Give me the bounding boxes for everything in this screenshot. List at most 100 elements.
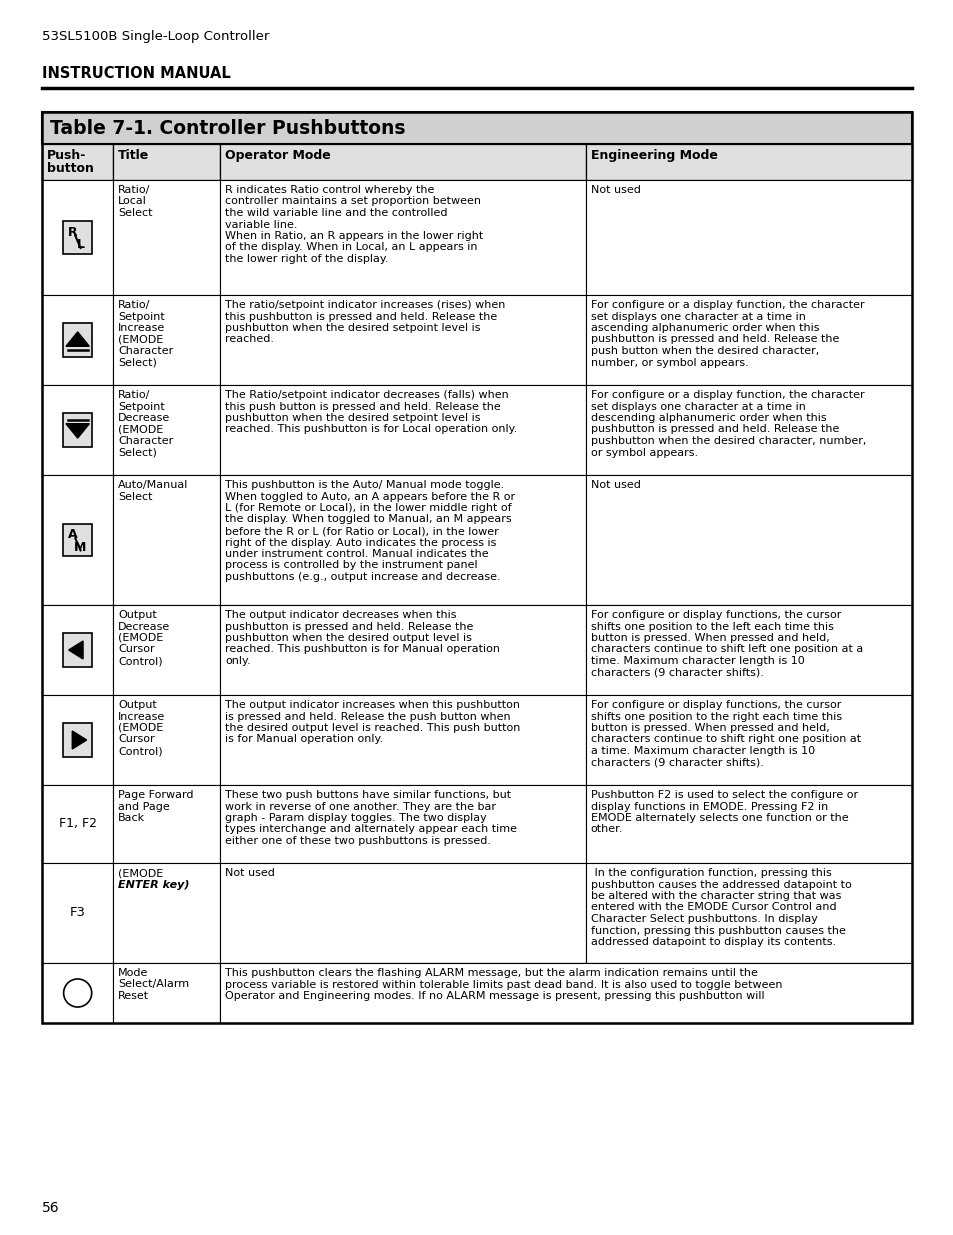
Text: When toggled to Auto, an A appears before the R or: When toggled to Auto, an A appears befor… [225, 492, 515, 501]
Text: L: L [76, 238, 85, 251]
Bar [42, 475, 113, 605]
Text: Character Select pushbuttons. In display: Character Select pushbuttons. In display [590, 914, 817, 924]
Text: pushbutton is pressed and held. Release the: pushbutton is pressed and held. Release … [225, 621, 474, 631]
Text: pushbutton when the desired output level is: pushbutton when the desired output level… [225, 634, 472, 643]
Text: Table 7-1. Controller Pushbuttons: Table 7-1. Controller Pushbuttons [50, 119, 405, 137]
Text: pushbutton causes the addressed datapoint to: pushbutton causes the addressed datapoin… [590, 879, 851, 889]
Bar [220, 385, 585, 475]
Text: The ratio/setpoint indicator increases (rises) when: The ratio/setpoint indicator increases (… [225, 300, 505, 310]
Bar [113, 785, 220, 863]
Text: Auto/Manual: Auto/Manual [118, 480, 189, 490]
Text: M: M [74, 541, 87, 553]
Text: right of the display. Auto indicates the process is: right of the display. Auto indicates the… [225, 537, 497, 547]
Text: shifts one position to the left each time this: shifts one position to the left each tim… [590, 621, 833, 631]
Bar [42, 295, 113, 385]
Text: descending alphanumeric order when this: descending alphanumeric order when this [590, 412, 825, 424]
Text: Setpoint: Setpoint [118, 311, 165, 321]
Bar [113, 180, 220, 295]
Text: Local: Local [118, 196, 147, 206]
Text: the wild variable line and the controlled: the wild variable line and the controlle… [225, 207, 447, 219]
Text: process is controlled by the instrument panel: process is controlled by the instrument … [225, 561, 477, 571]
Text: Select): Select) [118, 447, 157, 457]
Polygon shape [66, 424, 90, 438]
Text: number, or symbol appears.: number, or symbol appears. [590, 357, 748, 368]
Text: shifts one position to the right each time this: shifts one position to the right each ti… [590, 711, 841, 721]
Text: Mode: Mode [118, 968, 149, 978]
Text: Back: Back [118, 813, 145, 823]
Bar [113, 385, 220, 475]
Text: and Page: and Page [118, 802, 170, 811]
Text: characters (9 character shifts).: characters (9 character shifts). [590, 667, 762, 678]
Text: For configure or a display function, the character: For configure or a display function, the… [590, 390, 863, 400]
Bar [585, 475, 911, 605]
Text: Pushbutton F2 is used to select the configure or: Pushbutton F2 is used to select the conf… [590, 790, 857, 800]
Bar [42, 385, 113, 475]
Text: For configure or a display function, the character: For configure or a display function, the… [590, 300, 863, 310]
Text: Control): Control) [118, 746, 163, 756]
Text: Cursor: Cursor [118, 645, 154, 655]
Bar [42, 112, 911, 1023]
Text: is pressed and held. Release the push button when: is pressed and held. Release the push bu… [225, 711, 511, 721]
Bar [63, 632, 92, 667]
Bar [42, 785, 113, 863]
Text: (EMODE: (EMODE [118, 868, 163, 878]
Text: In the configuration function, pressing this: In the configuration function, pressing … [590, 868, 831, 878]
Text: (EMODE: (EMODE [118, 634, 163, 643]
Text: the lower right of the display.: the lower right of the display. [225, 254, 389, 264]
Text: The output indicator decreases when this: The output indicator decreases when this [225, 610, 456, 620]
Text: For configure or display functions, the cursor: For configure or display functions, the … [590, 700, 841, 710]
Text: Select/Alarm: Select/Alarm [118, 979, 190, 989]
Text: Page Forward: Page Forward [118, 790, 193, 800]
Bar [585, 385, 911, 475]
Text: Select): Select) [118, 357, 157, 368]
Text: Ratio/: Ratio/ [118, 185, 151, 195]
Bar [220, 863, 585, 963]
Polygon shape [72, 731, 87, 748]
Text: 56: 56 [42, 1200, 59, 1215]
Text: Engineering Mode: Engineering Mode [590, 149, 717, 162]
Text: set displays one character at a time in: set displays one character at a time in [590, 401, 804, 411]
Bar [113, 863, 220, 963]
Text: variable line.: variable line. [225, 220, 297, 230]
Text: or symbol appears.: or symbol appears. [590, 447, 698, 457]
Text: Reset: Reset [118, 990, 150, 1002]
Text: characters (9 character shifts).: characters (9 character shifts). [590, 757, 762, 767]
Text: reached. This pushbutton is for Local operation only.: reached. This pushbutton is for Local op… [225, 425, 517, 435]
Text: button is pressed. When pressed and held,: button is pressed. When pressed and held… [590, 722, 828, 734]
Text: This pushbutton clears the flashing ALARM message, but the alarm indication rema: This pushbutton clears the flashing ALAR… [225, 968, 758, 978]
Polygon shape [69, 641, 83, 659]
Text: Operator Mode: Operator Mode [225, 149, 331, 162]
Bar [113, 695, 220, 785]
Text: be altered with the character string that was: be altered with the character string tha… [590, 890, 841, 902]
Bar [585, 144, 911, 180]
Bar [585, 605, 911, 695]
Text: Push-: Push- [47, 149, 87, 162]
Bar [220, 695, 585, 785]
Circle shape [64, 979, 91, 1007]
Text: reached. This pushbutton is for Manual operation: reached. This pushbutton is for Manual o… [225, 645, 499, 655]
Text: Increase: Increase [118, 324, 166, 333]
Text: types interchange and alternately appear each time: types interchange and alternately appear… [225, 825, 517, 835]
Bar [220, 785, 585, 863]
Text: pushbutton is pressed and held. Release the: pushbutton is pressed and held. Release … [590, 425, 839, 435]
Text: EMODE alternately selects one function or the: EMODE alternately selects one function o… [590, 813, 847, 823]
Text: pushbuttons (e.g., output increase and decrease.: pushbuttons (e.g., output increase and d… [225, 572, 500, 582]
Text: These two push buttons have similar functions, but: These two push buttons have similar func… [225, 790, 511, 800]
Text: process variable is restored within tolerable limits past dead band. It is also : process variable is restored within tole… [225, 979, 782, 989]
Bar [585, 863, 911, 963]
Text: the display. When toggled to Manual, an M appears: the display. When toggled to Manual, an … [225, 515, 512, 525]
Text: Ratio/: Ratio/ [118, 300, 151, 310]
Text: F3: F3 [70, 906, 86, 920]
Bar [585, 180, 911, 295]
Text: controller maintains a set proportion between: controller maintains a set proportion be… [225, 196, 481, 206]
Text: reached.: reached. [225, 335, 274, 345]
Bar [585, 963, 911, 1023]
Text: Character: Character [118, 436, 173, 446]
Text: entered with the EMODE Cursor Control and: entered with the EMODE Cursor Control an… [590, 903, 836, 913]
Bar [113, 475, 220, 605]
Bar [42, 863, 113, 963]
Bar [220, 180, 585, 295]
Bar [113, 144, 220, 180]
Bar [585, 295, 911, 385]
Text: set displays one character at a time in: set displays one character at a time in [590, 311, 804, 321]
